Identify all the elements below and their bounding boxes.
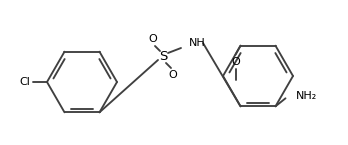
- Text: O: O: [169, 70, 177, 80]
- Text: NH: NH: [189, 38, 206, 48]
- Text: S: S: [159, 50, 167, 64]
- Text: O: O: [149, 34, 157, 44]
- Text: O: O: [231, 57, 240, 67]
- Text: NH₂: NH₂: [295, 91, 317, 101]
- Text: Cl: Cl: [19, 77, 30, 87]
